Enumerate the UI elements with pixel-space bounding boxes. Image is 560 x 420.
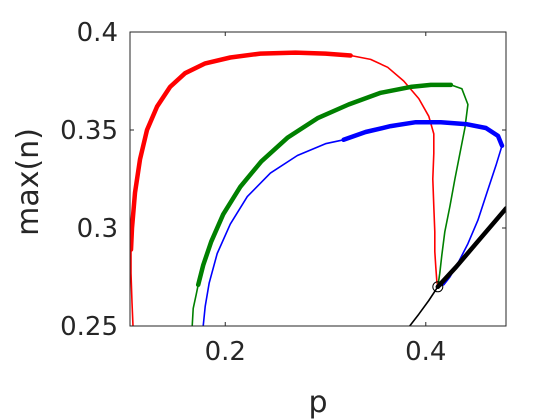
y-tick-label: 0.3: [77, 214, 118, 244]
series-1-unstable-branch: [191, 284, 199, 326]
series-3-stable-branch: [435, 206, 506, 290]
series-0-stable-branch: [130, 50, 353, 252]
bifurcation-point-marker: [432, 281, 444, 293]
series-2-unstable-branch: [437, 144, 503, 288]
x-axis-label: p: [308, 385, 327, 420]
y-axis-label: max(n): [11, 128, 46, 236]
series-2-stable-branch: [341, 119, 505, 148]
y-tick-label: 0.35: [60, 116, 118, 146]
series-0-unstable-branch: [130, 248, 134, 326]
x-tick-label: 0.2: [205, 337, 246, 367]
series-1-unstable-branch: [437, 84, 469, 288]
chart-markers: [432, 281, 444, 293]
chart-curves: [130, 50, 506, 326]
y-tick-label: 0.4: [77, 18, 118, 48]
plot-frame: [129, 31, 507, 327]
series-2-unstable-branch: [202, 139, 345, 326]
series-3-unstable-branch: [408, 286, 439, 326]
axis-ticks: [130, 31, 506, 327]
x-tick-label: 0.4: [405, 337, 446, 367]
series-1-stable-branch: [195, 82, 454, 288]
series-0-unstable-branch: [349, 54, 439, 288]
tick-labels: 0.2 0.4 0.4 0.35 0.3 0.25: [60, 18, 446, 367]
y-tick-label: 0.25: [60, 312, 118, 342]
